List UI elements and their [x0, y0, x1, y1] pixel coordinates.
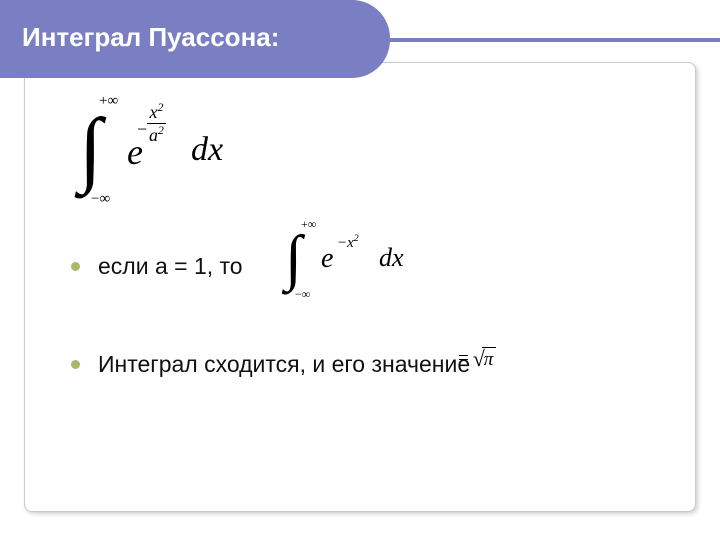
content-box: +∞ ∫ −∞ e − x2 a2 dx если а = 1, то	[24, 62, 696, 512]
poisson-integral-formula: +∞ ∫ −∞ e − x2 a2 dx	[79, 99, 102, 183]
content: +∞ ∫ −∞ e − x2 a2 dx если а = 1, то	[55, 93, 665, 491]
integral-sign: ∫	[79, 107, 102, 191]
radical-sign: √	[473, 348, 485, 370]
bullet-row-2: Интеграл сходится, и его значение	[71, 351, 470, 378]
gaussian-integral-formula: +∞ ∫ −∞ e −x2 dx	[285, 221, 302, 283]
differential: dx	[379, 243, 404, 273]
exp-numerator: x2	[147, 101, 166, 124]
exp-denominator: a2	[147, 124, 166, 146]
equals-sign: =	[458, 348, 469, 370]
upper-limit: +∞	[301, 217, 316, 232]
integral-sign: ∫	[285, 227, 302, 289]
integrand-exponent: −x2	[337, 233, 359, 252]
bullet-icon	[71, 262, 80, 271]
bullet-2-text: Интеграл сходится, и его значение	[98, 351, 470, 378]
lower-limit: −∞	[295, 287, 310, 302]
slide: +∞ ∫ −∞ e − x2 a2 dx если а = 1, то	[0, 0, 720, 540]
exp-fraction: x2 a2	[147, 101, 166, 145]
integrand-exponent: − x2 a2	[147, 101, 166, 146]
differential: dx	[191, 131, 223, 169]
integrand-base: e	[321, 243, 333, 275]
sqrt: √ π	[473, 347, 497, 372]
exp-sign: −	[137, 119, 147, 140]
bullet-icon	[71, 360, 80, 369]
result-equation: = √ π	[458, 347, 496, 372]
bullet-1-text: если а = 1, то	[98, 253, 243, 280]
lower-limit: −∞	[91, 191, 110, 208]
slide-title: Интеграл Пуассона:	[22, 22, 279, 53]
bullet-row-1: если а = 1, то	[71, 253, 243, 280]
